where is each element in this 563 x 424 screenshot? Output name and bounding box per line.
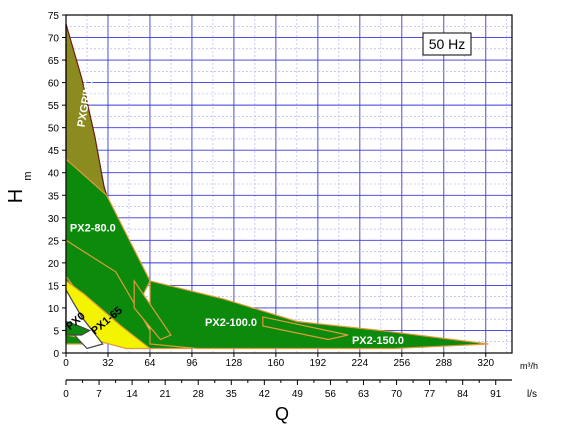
x-axis-primary-unit: m³/h bbox=[520, 361, 538, 371]
x-axis-secondary-ticks: 0 7 14 21 28 35 42 49 56 63 70 77 84 91 bbox=[63, 379, 512, 400]
y-tick-label: 60 bbox=[48, 79, 60, 90]
x2-tick-label: 70 bbox=[391, 389, 403, 400]
x-tick-label: 64 bbox=[144, 358, 156, 369]
frequency-box bbox=[422, 32, 472, 56]
x-tick-label: 128 bbox=[226, 358, 243, 369]
y-tick-label: 25 bbox=[48, 236, 60, 247]
y-tick-label: 5 bbox=[53, 326, 59, 337]
y-tick-label: 10 bbox=[48, 304, 60, 315]
x2-tick-label: 56 bbox=[325, 389, 337, 400]
y-tick-label: 0 bbox=[53, 349, 59, 360]
region-label: PX2-100.0 bbox=[205, 317, 257, 329]
region-label: PX2-80.0 bbox=[70, 222, 116, 234]
x-axis-label: Q bbox=[275, 404, 289, 424]
plot-frame bbox=[65, 14, 513, 354]
x-tick-label: 160 bbox=[268, 358, 285, 369]
x2-tick-label: 7 bbox=[96, 389, 102, 400]
y-tick-label: 35 bbox=[48, 191, 60, 202]
frequency-label: 50 Hz bbox=[429, 36, 466, 52]
x-tick-label: 320 bbox=[477, 358, 494, 369]
y-tick-label: 15 bbox=[48, 281, 60, 292]
x2-tick-label: 35 bbox=[226, 389, 238, 400]
x2-tick-label: 84 bbox=[457, 389, 469, 400]
x2-tick-label: 91 bbox=[490, 389, 502, 400]
y-tick-label: 50 bbox=[48, 124, 60, 135]
x2-tick-label: 14 bbox=[127, 389, 139, 400]
x2-tick-label: 77 bbox=[424, 389, 436, 400]
y-axis-ticks: 0 5 10 15 20 25 30 35 40 45 50 55 60 65 70 75 bbox=[48, 11, 66, 360]
x-tick-label: 32 bbox=[102, 358, 114, 369]
x-tick-label: 224 bbox=[351, 358, 368, 369]
x2-tick-label: 0 bbox=[63, 389, 69, 400]
x-axis-secondary-unit: l/s bbox=[527, 389, 537, 400]
y-tick-label: 70 bbox=[48, 34, 60, 45]
region-px2-150-0-inner bbox=[262, 316, 349, 341]
y-axis-label: H bbox=[5, 189, 27, 203]
y-tick-label: 75 bbox=[48, 11, 60, 22]
region-px2-100-0-inner bbox=[133, 278, 172, 341]
x-axis-primary-ticks: 0 32 64 96 128 160 192 224 256 288 320 bbox=[63, 353, 495, 369]
x-tick-label: 0 bbox=[63, 358, 69, 369]
x-tick-label: 96 bbox=[186, 358, 198, 369]
region-label: PX2-150.0 bbox=[352, 335, 404, 347]
y-tick-label: 30 bbox=[48, 214, 60, 225]
y-tick-label: 45 bbox=[48, 146, 60, 157]
region-px2-150-0 bbox=[149, 280, 489, 350]
x-tick-label: 256 bbox=[393, 358, 410, 369]
y-axis-unit: m bbox=[22, 171, 34, 180]
pump-regions bbox=[65, 23, 489, 350]
x2-tick-label: 28 bbox=[193, 389, 205, 400]
y-tick-label: 40 bbox=[48, 169, 60, 180]
x2-tick-label: 21 bbox=[160, 389, 172, 400]
x-tick-label: 192 bbox=[310, 358, 327, 369]
x-tick-label: 288 bbox=[435, 358, 452, 369]
y-tick-label: 55 bbox=[48, 101, 60, 112]
y-tick-label: 20 bbox=[48, 259, 60, 270]
x2-tick-label: 49 bbox=[292, 389, 304, 400]
x2-tick-label: 63 bbox=[358, 389, 370, 400]
x2-tick-label: 42 bbox=[259, 389, 271, 400]
y-tick-label: 65 bbox=[48, 56, 60, 67]
